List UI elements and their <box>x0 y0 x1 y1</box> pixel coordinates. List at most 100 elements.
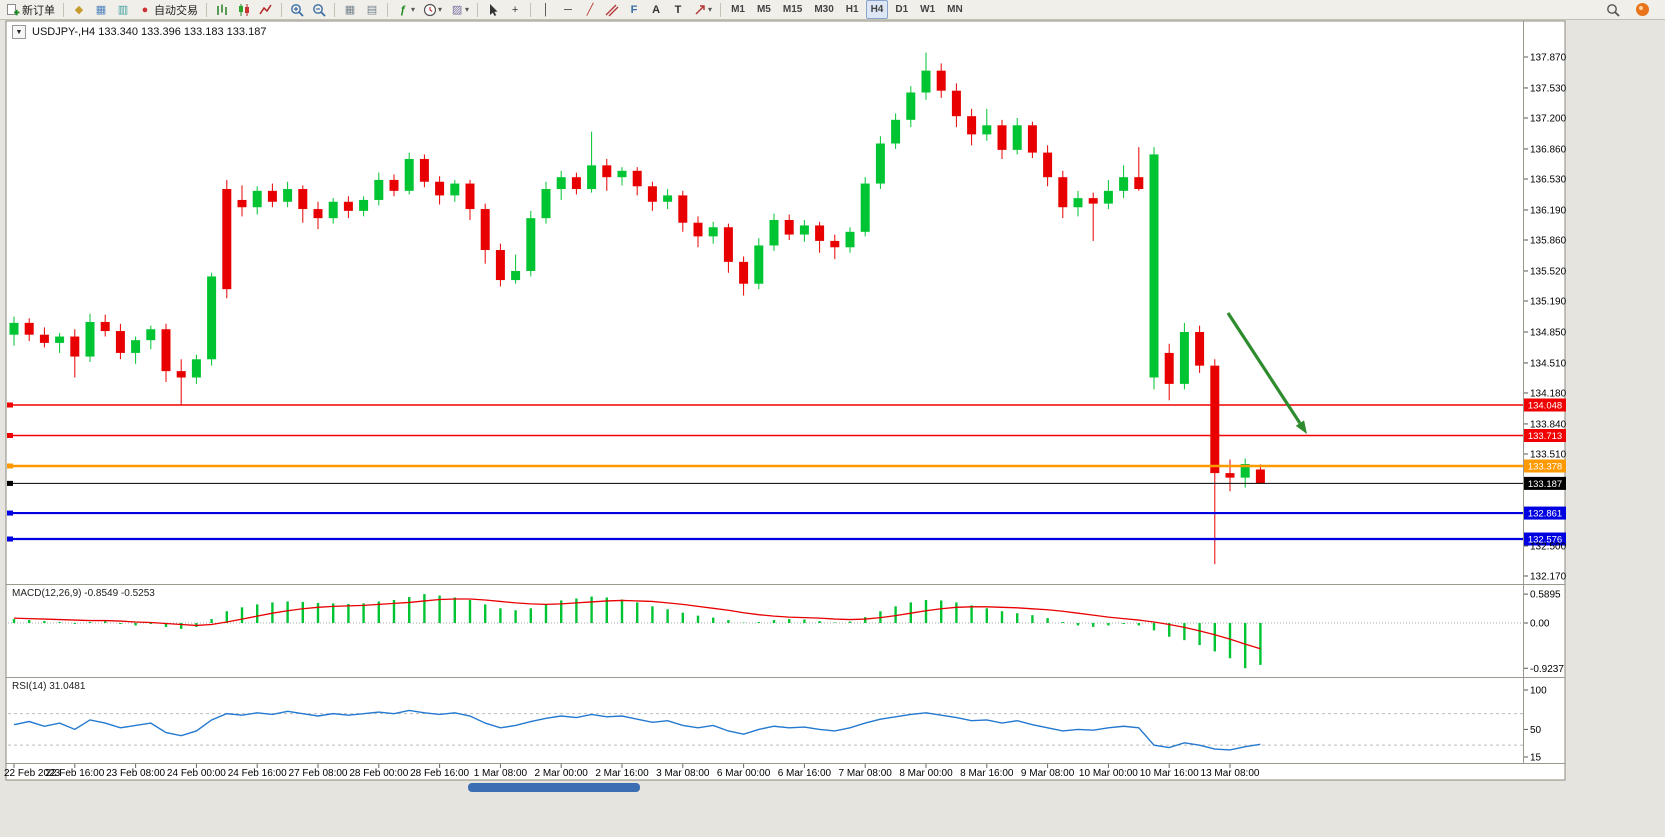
svg-text:135.860: 135.860 <box>1530 236 1567 247</box>
chart-title: USDJPY-,H4 133.340 133.396 133.183 133.1… <box>32 26 267 38</box>
zoom-out-button[interactable] <box>309 0 329 19</box>
indicators-button[interactable]: ƒ ▾ <box>393 0 418 19</box>
market-watch-button[interactable]: ▦ <box>91 0 111 19</box>
fx-icon: ƒ <box>399 3 407 16</box>
timeframe-w1-button[interactable]: W1 <box>915 0 940 19</box>
arrange-windows-button[interactable]: ▤ <box>362 0 382 19</box>
vertical-line-button[interactable]: │ <box>536 0 556 19</box>
svg-text:24 Feb 00:00: 24 Feb 00:00 <box>167 768 226 779</box>
svg-text:24 Feb 16:00: 24 Feb 16:00 <box>228 768 287 779</box>
timeframe-mn-button[interactable]: MN <box>942 0 968 19</box>
svg-text:27 Feb 08:00: 27 Feb 08:00 <box>289 768 348 779</box>
candlestick-chart-button[interactable] <box>234 0 254 19</box>
timeframe-m5-button[interactable]: M5 <box>752 0 776 19</box>
textA-icon: A <box>652 3 661 16</box>
svg-text:0.5895: 0.5895 <box>1530 590 1561 601</box>
notification-ball-icon <box>1636 3 1649 16</box>
timeframe-d1-button[interactable]: D1 <box>890 0 913 19</box>
templates-button[interactable]: ▨ ▾ <box>447 0 472 19</box>
zoom-plus-icon <box>291 3 304 17</box>
chart-window[interactable] <box>5 20 1566 781</box>
svg-text:137.870: 137.870 <box>1530 53 1567 64</box>
svg-text:134.048: 134.048 <box>1528 400 1562 411</box>
price-axis[interactable]: 137.870 137.530 137.200 136.860 136.530 136.1… <box>1524 53 1567 583</box>
text-button[interactable]: A <box>646 0 666 19</box>
periods-button[interactable]: ▾ <box>420 0 445 19</box>
magnifier-icon <box>1607 3 1620 17</box>
svg-text:2 Mar 16:00: 2 Mar 16:00 <box>595 768 649 779</box>
svg-text:136.860: 136.860 <box>1530 144 1567 155</box>
toolbar-separator <box>387 2 388 17</box>
clock-icon <box>423 3 437 16</box>
timeframe-m15-label: M15 <box>782 4 803 15</box>
macd-label: MACD(12,26,9) -0.8549 -0.5253 <box>12 588 155 599</box>
notifications-button[interactable] <box>1633 0 1652 19</box>
toolbar-separator <box>206 2 207 17</box>
doc-plus-icon <box>7 3 20 15</box>
trend-icon: ╱ <box>586 3 594 16</box>
candles-icon <box>239 3 249 16</box>
svg-text:133.510: 133.510 <box>1530 449 1567 460</box>
tile-windows-button[interactable]: ▦ <box>340 0 360 19</box>
svg-text:50: 50 <box>1530 725 1542 736</box>
timeframe-m15-button[interactable]: M15 <box>778 0 807 19</box>
svg-text:135.520: 135.520 <box>1530 266 1567 277</box>
toolbar-separator <box>281 2 282 17</box>
template-icon: ▨ <box>451 3 463 16</box>
toolbar: 新订单 ◆ ▦ ▥ ● 自动交易 ▦ ▤ ƒ ▾ ▾ ▨ ▾ + │ ─ ╱ F A T ▾ M1 M5 M15 M30 H1 H4… <box>0 0 1665 20</box>
autotrading-label: 自动交易 <box>154 4 198 17</box>
cursor-button[interactable] <box>483 0 503 19</box>
templates-caret-icon: ▾ <box>465 5 470 14</box>
svg-text:13 Mar 08:00: 13 Mar 08:00 <box>1201 768 1260 779</box>
timeframe-m30-label: M30 <box>814 4 834 15</box>
timeframe-m5-label: M5 <box>756 4 771 15</box>
vline-icon: │ <box>542 3 550 16</box>
autotrading-button[interactable]: ● 自动交易 <box>135 0 201 19</box>
rsi-label: RSI(14) 31.0481 <box>12 681 86 692</box>
price-lines-layer[interactable]: 134.048 133.713 133.378 133.187 132.861 132.5… <box>7 398 1566 546</box>
crosshair-button[interactable]: + <box>505 0 525 19</box>
svg-text:132.861: 132.861 <box>1528 509 1562 520</box>
svg-text:3 Mar 08:00: 3 Mar 08:00 <box>656 768 710 779</box>
toolbar-separator <box>530 2 532 17</box>
svg-text:6 Mar 00:00: 6 Mar 00:00 <box>717 768 771 779</box>
navigator-button[interactable]: ▥ <box>113 0 133 19</box>
line-chart-button[interactable] <box>256 0 276 19</box>
new-order-button[interactable]: 新订单 <box>3 0 58 19</box>
bar-chart-button[interactable] <box>212 0 232 19</box>
fibonacci-retracement-button[interactable]: F <box>624 0 644 19</box>
trendline-button[interactable]: ╱ <box>580 0 600 19</box>
text-label-button[interactable]: T <box>668 0 688 19</box>
periods-caret-icon: ▾ <box>438 5 443 14</box>
cursor-icon <box>490 3 498 16</box>
svg-text:136.530: 136.530 <box>1530 175 1567 186</box>
timeframe-m30-button[interactable]: M30 <box>809 0 838 19</box>
svg-text:133.840: 133.840 <box>1530 419 1567 430</box>
fibo-icon: F <box>630 3 638 16</box>
dot-red-icon: ● <box>141 3 149 16</box>
svg-text:-0.9237: -0.9237 <box>1530 664 1564 675</box>
svg-text:8 Mar 16:00: 8 Mar 16:00 <box>960 768 1014 779</box>
trend-arrow-annotation[interactable] <box>1226 312 1307 434</box>
equidistant-channel-button[interactable] <box>602 0 622 19</box>
svg-text:15: 15 <box>1530 752 1542 763</box>
arrow-objects-button[interactable]: ▾ <box>690 0 715 19</box>
toolbar-separator <box>334 2 335 17</box>
timeframe-w1-label: W1 <box>920 4 936 15</box>
horizontal-line-button[interactable]: ─ <box>558 0 578 19</box>
zoom-in-button[interactable] <box>287 0 307 19</box>
toolbar-separator <box>477 2 479 17</box>
search-button[interactable] <box>1603 0 1623 19</box>
timeframe-m1-button[interactable]: M1 <box>726 0 750 19</box>
one-click-trading-toggle[interactable]: ▼ <box>12 25 26 39</box>
grid-blue-icon: ▦ <box>95 3 107 16</box>
diamond-gold-icon: ◆ <box>74 3 84 16</box>
candles-layer <box>9 52 1265 565</box>
timeframe-h1-button[interactable]: H1 <box>841 0 864 19</box>
timeframe-h4-button[interactable]: H4 <box>865 0 889 19</box>
timeframe-mn-label: MN <box>947 4 963 15</box>
charts-styles-button[interactable]: ◆ <box>69 0 89 19</box>
svg-text:7 Mar 08:00: 7 Mar 08:00 <box>839 768 893 779</box>
